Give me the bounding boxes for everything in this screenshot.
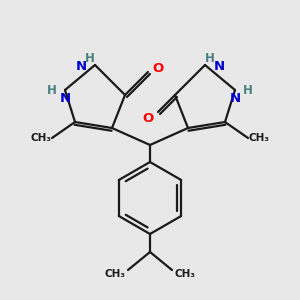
- Text: N: N: [213, 59, 225, 73]
- Text: O: O: [152, 61, 164, 74]
- Text: O: O: [142, 112, 154, 124]
- Text: H: H: [243, 85, 253, 98]
- Text: H: H: [47, 85, 57, 98]
- Text: N: N: [59, 92, 70, 104]
- Text: N: N: [230, 92, 241, 104]
- Text: CH₃: CH₃: [104, 269, 125, 279]
- Text: H: H: [205, 52, 215, 64]
- Text: CH₃: CH₃: [175, 269, 196, 279]
- Text: CH₃: CH₃: [31, 133, 52, 143]
- Text: CH₃: CH₃: [248, 133, 269, 143]
- Text: H: H: [85, 52, 95, 64]
- Text: N: N: [75, 59, 87, 73]
